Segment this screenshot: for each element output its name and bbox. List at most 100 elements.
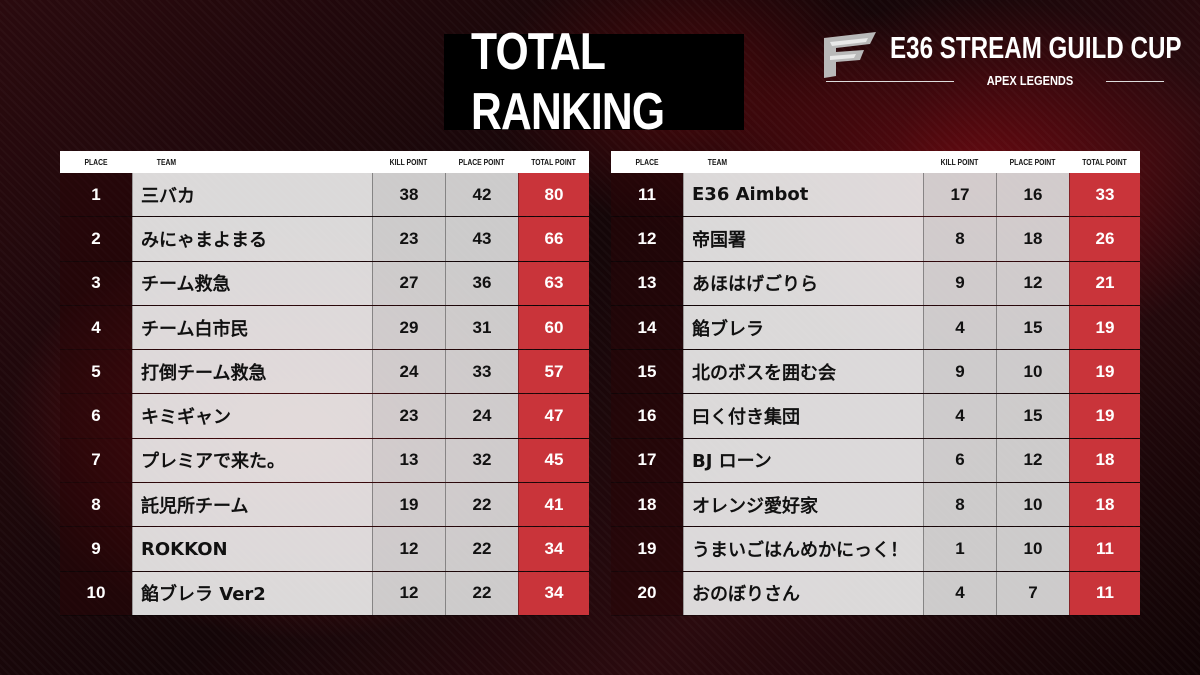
kill-point-cell: 6 bbox=[923, 438, 996, 483]
total-point-cell: 60 bbox=[518, 305, 589, 350]
team-name-cell: 餡ブレラ Ver2 bbox=[132, 571, 372, 615]
team-name-cell: 餡ブレラ bbox=[683, 305, 923, 350]
place-point-cell: 18 bbox=[996, 217, 1069, 261]
header-team: TEAM bbox=[156, 157, 177, 167]
place-cell: 8 bbox=[60, 483, 132, 527]
team-name-cell: 打倒チーム救急 bbox=[132, 350, 372, 394]
place-point-cell: 22 bbox=[445, 483, 518, 527]
total-point-cell: 66 bbox=[518, 217, 589, 261]
table-row: 6 キミギャン 23 24 47 bbox=[60, 394, 589, 439]
place-cell: 10 bbox=[60, 571, 132, 615]
place-point-cell: 42 bbox=[445, 173, 518, 217]
place-cell: 9 bbox=[60, 527, 132, 571]
table-row: 5 打倒チーム救急 24 33 57 bbox=[60, 350, 589, 395]
team-name-cell: 曰く付き集団 bbox=[683, 394, 923, 438]
kill-point-cell: 8 bbox=[923, 217, 996, 261]
total-point-cell: 26 bbox=[1069, 217, 1140, 261]
place-cell: 12 bbox=[611, 217, 683, 261]
total-point-cell: 57 bbox=[518, 350, 589, 394]
place-point-cell: 15 bbox=[996, 394, 1069, 438]
place-point-cell: 36 bbox=[445, 261, 518, 305]
table-row: 13 あほはげごりら 9 12 21 bbox=[611, 261, 1140, 306]
place-point-cell: 12 bbox=[996, 261, 1069, 305]
total-point-cell: 11 bbox=[1069, 571, 1140, 615]
total-point-cell: 11 bbox=[1069, 527, 1140, 571]
total-point-cell: 19 bbox=[1069, 305, 1140, 350]
ranking-table-left: PLACE TEAM KILL POINT PLACE POINT TOTAL … bbox=[60, 151, 589, 616]
header-total-point: TOTAL POINT bbox=[1082, 157, 1127, 167]
title-banner: TOTAL RANKING bbox=[444, 23, 744, 141]
total-point-cell: 63 bbox=[518, 261, 589, 305]
event-title: E36 STREAM GUILD CUP bbox=[890, 30, 1182, 65]
place-point-cell: 22 bbox=[445, 571, 518, 615]
team-name-cell: 三バカ bbox=[132, 173, 372, 217]
total-point-cell: 41 bbox=[518, 483, 589, 527]
table-row: 2 みにゃまよまる 23 43 66 bbox=[60, 217, 589, 262]
event-subtitle: APEX LEGENDS bbox=[986, 73, 1074, 88]
table-row: 10 餡ブレラ Ver2 12 22 34 bbox=[60, 571, 589, 616]
kill-point-cell: 1 bbox=[923, 527, 996, 571]
kill-point-cell: 29 bbox=[372, 305, 445, 350]
total-point-cell: 18 bbox=[1069, 438, 1140, 483]
place-point-cell: 10 bbox=[996, 350, 1069, 394]
total-point-cell: 18 bbox=[1069, 483, 1140, 527]
header-team: TEAM bbox=[707, 157, 728, 167]
place-cell: 4 bbox=[60, 305, 132, 350]
table-row: 15 北のボスを囲む会 9 10 19 bbox=[611, 350, 1140, 395]
team-name-cell: あほはげごりら bbox=[683, 261, 923, 305]
header-kill-point: KILL POINT bbox=[389, 157, 428, 167]
team-name-cell: E36 Aimbot bbox=[683, 173, 923, 217]
table-row: 11 E36 Aimbot 17 16 33 bbox=[611, 173, 1140, 218]
place-point-cell: 33 bbox=[445, 350, 518, 394]
kill-point-cell: 24 bbox=[372, 350, 445, 394]
table-row: 3 チーム救急 27 36 63 bbox=[60, 261, 589, 306]
table-header: PLACE TEAM KILL POINT PLACE POINT TOTAL … bbox=[611, 151, 1140, 173]
place-cell: 11 bbox=[611, 173, 683, 217]
table-row: 4 チーム白市民 29 31 60 bbox=[60, 305, 589, 351]
kill-point-cell: 4 bbox=[923, 305, 996, 350]
team-name-cell: 託児所チーム bbox=[132, 483, 372, 527]
event-divider-right bbox=[1106, 81, 1164, 82]
place-cell: 5 bbox=[60, 350, 132, 394]
total-point-cell: 80 bbox=[518, 173, 589, 217]
kill-point-cell: 23 bbox=[372, 217, 445, 261]
kill-point-cell: 4 bbox=[923, 394, 996, 438]
kill-point-cell: 9 bbox=[923, 261, 996, 305]
place-cell: 16 bbox=[611, 394, 683, 438]
place-point-cell: 10 bbox=[996, 483, 1069, 527]
team-name-cell: うまいごはんめかにっく！ bbox=[683, 527, 923, 571]
team-name-cell: ROKKON bbox=[132, 527, 372, 571]
table-row: 9 ROKKON 12 22 34 bbox=[60, 527, 589, 572]
total-point-cell: 47 bbox=[518, 394, 589, 438]
place-point-cell: 43 bbox=[445, 217, 518, 261]
team-name-cell: BJ ローン bbox=[683, 438, 923, 483]
team-name-cell: チーム白市民 bbox=[132, 305, 372, 350]
kill-point-cell: 8 bbox=[923, 483, 996, 527]
place-point-cell: 32 bbox=[445, 438, 518, 483]
place-point-cell: 7 bbox=[996, 571, 1069, 615]
place-point-cell: 15 bbox=[996, 305, 1069, 350]
team-name-cell: キミギャン bbox=[132, 394, 372, 438]
page-title: TOTAL RANKING bbox=[471, 23, 665, 141]
place-cell: 7 bbox=[60, 438, 132, 483]
place-point-cell: 12 bbox=[996, 438, 1069, 483]
kill-point-cell: 17 bbox=[923, 173, 996, 217]
table-row: 8 託児所チーム 19 22 41 bbox=[60, 483, 589, 528]
team-name-cell: オレンジ愛好家 bbox=[683, 483, 923, 527]
place-cell: 6 bbox=[60, 394, 132, 438]
place-cell: 17 bbox=[611, 438, 683, 483]
kill-point-cell: 27 bbox=[372, 261, 445, 305]
table-row: 1 三バカ 38 42 80 bbox=[60, 173, 589, 218]
table-row: 19 うまいごはんめかにっく！ 1 10 11 bbox=[611, 527, 1140, 572]
kill-point-cell: 23 bbox=[372, 394, 445, 438]
table-row: 7 プレミアで来た。 13 32 45 bbox=[60, 438, 589, 484]
kill-point-cell: 12 bbox=[372, 571, 445, 615]
total-point-cell: 19 bbox=[1069, 394, 1140, 438]
total-point-cell: 34 bbox=[518, 571, 589, 615]
table-row: 14 餡ブレラ 4 15 19 bbox=[611, 305, 1140, 351]
place-point-cell: 31 bbox=[445, 305, 518, 350]
total-point-cell: 34 bbox=[518, 527, 589, 571]
header-total-point: TOTAL POINT bbox=[531, 157, 576, 167]
header-place: PLACE bbox=[635, 157, 659, 167]
place-point-cell: 24 bbox=[445, 394, 518, 438]
